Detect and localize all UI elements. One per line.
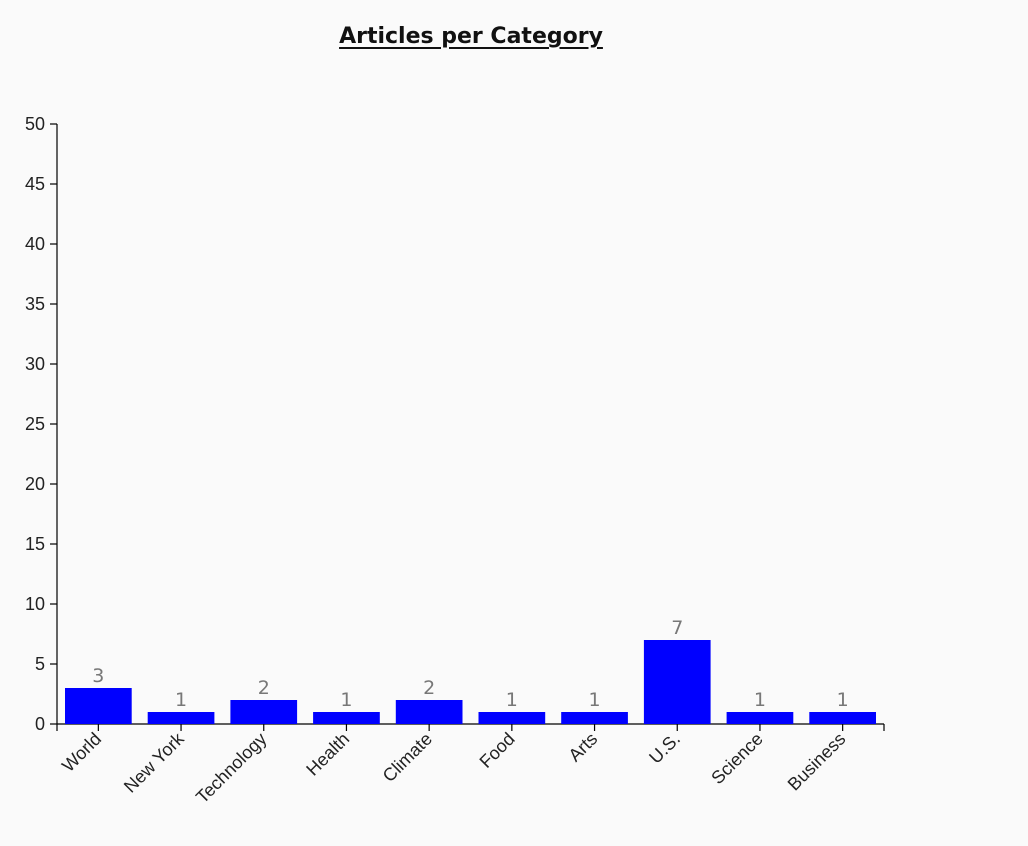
bar: [726, 712, 794, 724]
x-tick-label: World: [58, 729, 105, 776]
x-tick-label: Arts: [565, 729, 602, 766]
chart-title: Articles per Category: [339, 24, 603, 49]
bar: [478, 712, 546, 724]
x-tick-label: New York: [120, 728, 189, 797]
x-tick-label: Technology: [192, 729, 271, 808]
bar-value-label: 1: [837, 689, 849, 711]
y-tick-label: 5: [35, 654, 45, 674]
bar-value-label: 2: [258, 677, 270, 699]
bar: [313, 712, 380, 724]
x-tick-label: Food: [476, 729, 519, 772]
bar-value-label: 1: [506, 689, 518, 711]
x-tick-label: Climate: [379, 729, 436, 786]
bar: [147, 712, 215, 724]
bar-value-label: 2: [423, 677, 435, 699]
bar: [561, 712, 628, 724]
y-tick-label: 20: [25, 474, 45, 494]
x-tick-label: Science: [707, 729, 766, 788]
y-tick-label: 35: [25, 294, 45, 314]
bar: [230, 700, 298, 724]
x-tick-label: Business: [784, 729, 850, 795]
bar-value-label: 1: [754, 689, 766, 711]
bar-value-label: 1: [175, 689, 187, 711]
bar-value-label: 7: [671, 617, 683, 639]
bar: [809, 712, 876, 724]
x-tick-label: U.S.: [645, 729, 684, 768]
y-tick-label: 45: [25, 174, 45, 194]
y-tick-label: 10: [25, 594, 45, 614]
bar: [65, 688, 132, 724]
bar: [395, 700, 463, 724]
y-tick-label: 15: [25, 534, 45, 554]
bar-value-label: 3: [92, 665, 104, 687]
x-tick-label: Health: [302, 729, 353, 780]
y-tick-label: 30: [25, 354, 45, 374]
bar: [643, 640, 711, 724]
y-tick-label: 0: [35, 714, 45, 734]
bar-value-label: 1: [340, 689, 352, 711]
bar-value-label: 1: [589, 689, 601, 711]
y-tick-label: 40: [25, 234, 45, 254]
y-tick-label: 50: [25, 114, 45, 134]
y-tick-label: 25: [25, 414, 45, 434]
